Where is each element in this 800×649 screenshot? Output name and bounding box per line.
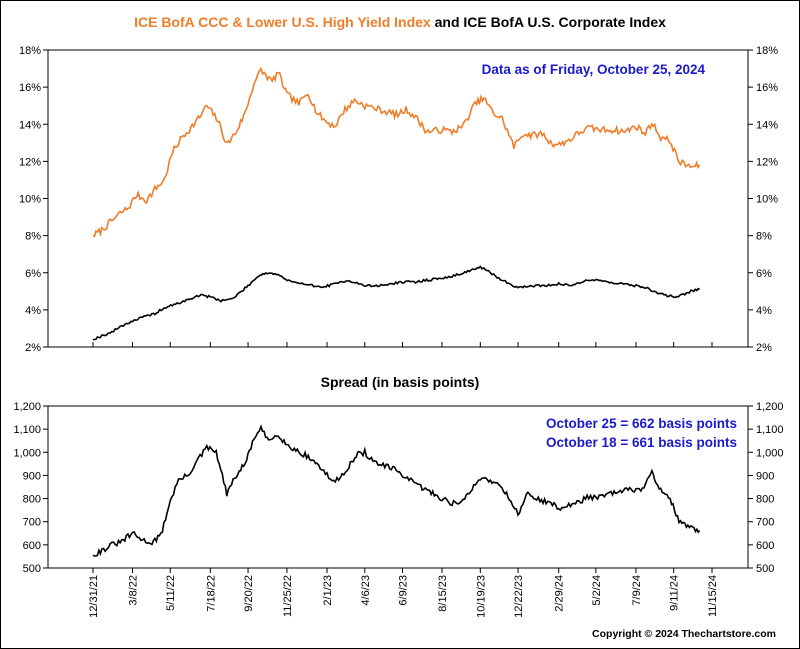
spread-xtick-label: 4/6/23	[360, 575, 372, 606]
spread-ytick-label-right: 700	[756, 517, 774, 529]
top-ytick-label-left: 16%	[19, 82, 41, 94]
spread-xtick-label: 3/8/22	[127, 575, 139, 606]
spread-xtick-label: 6/9/23	[398, 575, 410, 606]
spread-ytick-label-right: 1,100	[756, 424, 784, 436]
spread-y-axis: 500 500 600 600 700 700 800 800 900 900 1,000 1,000…	[13, 401, 783, 575]
top-ytick-label-right: 6%	[756, 268, 772, 280]
top-title-ccc: ICE BofA CCC & Lower U.S. High Yield Ind…	[134, 14, 431, 30]
spread-ytick-label-right: 600	[756, 540, 774, 552]
spread-x-axis: 12/31/21 3/8/22 5/11/22 7/18/22 9/20/22 11/25…	[88, 568, 719, 618]
spread-xtick-label: 9/20/22	[243, 575, 255, 612]
top-plot-area	[47, 49, 749, 348]
spread-ytick-label-right: 1,200	[756, 401, 784, 413]
spread-xtick-label: 10/19/23	[475, 575, 487, 618]
top-ytick-label-right: 2%	[756, 342, 772, 354]
top-ytick-label-right: 16%	[756, 82, 778, 94]
spread-ytick-label-right: 500	[756, 563, 774, 575]
spread-ytick-label-left: 500	[23, 563, 41, 575]
spread-xtick-label: 2/1/23	[322, 575, 334, 606]
spread-xtick-label: 7/18/22	[205, 575, 217, 612]
top-ytick-label-left: 10%	[19, 194, 41, 206]
top-y-axis: 2% 2% 4% 4% 6% 6% 8% 8% 10% 10% 12% 12% 14% 14% 16% 16%…	[19, 45, 778, 354]
top-ytick-label-left: 2%	[25, 342, 41, 354]
spread-plot-area	[47, 405, 749, 569]
top-ytick-label-right: 4%	[756, 305, 772, 317]
series-line-ccc	[92, 66, 701, 238]
top-ytick-label-left: 18%	[19, 45, 41, 57]
top-ytick-label-left: 4%	[25, 305, 41, 317]
spread-annotation-1: October 25 = 662 basis points	[546, 416, 737, 431]
top-ytick-label-right: 12%	[756, 156, 778, 168]
spread-ytick-label-left: 800	[23, 494, 41, 506]
top-ytick-label-right: 18%	[756, 45, 778, 57]
top-ytick-label-right: 8%	[756, 231, 772, 243]
spread-xtick-label: 9/11/24	[669, 575, 681, 611]
spread-xtick-label: 7/9/24	[631, 575, 643, 606]
spread-xtick-label: 11/25/22	[282, 575, 294, 617]
series-line-corporate	[92, 265, 700, 341]
top-ytick-label-right: 14%	[756, 119, 778, 131]
top-x-ticks	[92, 342, 713, 347]
top-chart-title: ICE BofA CCC & Lower U.S. High Yield Ind…	[134, 14, 666, 30]
spread-ytick-label-left: 1,200	[13, 401, 41, 413]
spread-chart-title: Spread (in basis points)	[321, 374, 480, 390]
spread-xtick-label: 8/15/23	[437, 575, 449, 612]
top-title-corporate: and ICE BofA U.S. Corporate Index	[431, 14, 666, 30]
top-ytick-label-right: 10%	[756, 194, 778, 206]
spread-xtick-label: 2/29/24	[554, 575, 566, 612]
spread-annotation-2: October 18 = 661 basis points	[546, 435, 737, 450]
spread-ytick-label-right: 1,000	[756, 447, 784, 459]
spread-ytick-label-left: 700	[23, 517, 41, 529]
spread-xtick-label: 12/22/23	[513, 575, 525, 618]
spread-xtick-label: 12/31/21	[88, 575, 100, 618]
spread-ytick-label-left: 900	[23, 470, 41, 482]
spread-xtick-label: 11/15/24	[707, 575, 719, 617]
top-ytick-label-left: 8%	[25, 231, 41, 243]
spread-ytick-label-right: 800	[756, 494, 774, 506]
spread-ytick-label-left: 1,000	[13, 447, 41, 459]
top-ytick-label-left: 12%	[19, 156, 41, 168]
spread-ytick-label-left: 1,100	[13, 424, 41, 436]
spread-ytick-label-right: 900	[756, 470, 774, 482]
spread-xtick-label: 5/11/22	[165, 575, 177, 611]
spread-ytick-label-left: 600	[23, 540, 41, 552]
series-line-spread	[92, 424, 701, 557]
top-ytick-label-left: 14%	[19, 119, 41, 131]
top-annotation: Data as of Friday, October 25, 2024	[482, 62, 706, 77]
spread-xtick-label: 5/2/24	[591, 575, 603, 606]
copyright-text: Copyright © 2024 Thechartstore.com	[592, 628, 776, 640]
top-ytick-label-left: 6%	[25, 268, 41, 280]
